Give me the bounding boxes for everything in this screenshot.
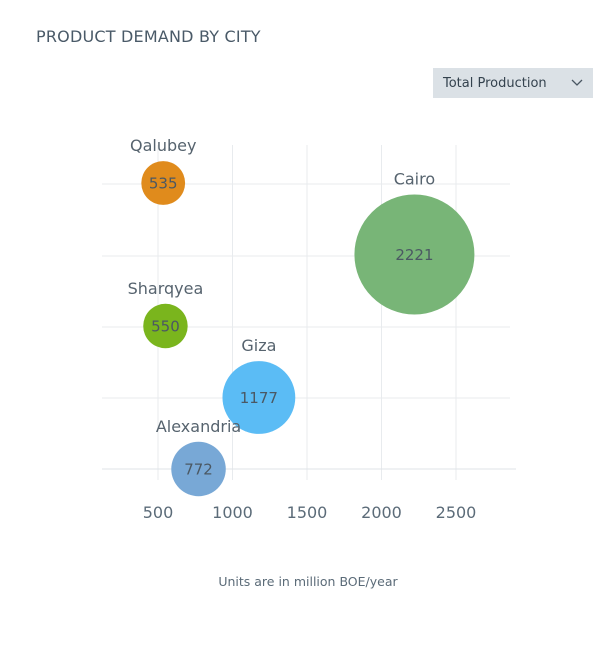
bubble-city-label: Qalubey: [130, 136, 196, 155]
bubble-chart: 500 1000 1500 2000 2500 535 Qalubey 2221 Cairo 5…: [102, 136, 516, 522]
bubble-mark[interactable]: [354, 194, 475, 315]
x-axis-ticks: 500 1000 1500 2000 2500: [143, 503, 477, 522]
bubble-cairo[interactable]: 2221 Cairo: [354, 170, 475, 315]
bubble-value-label: 535: [149, 175, 178, 193]
bubble-series: 535 Qalubey 2221 Cairo 550 Sharqyea 1177 Giza 77…: [128, 136, 475, 497]
production-filter-dropdown[interactable]: Total Production: [433, 68, 593, 98]
bubble-alexandria[interactable]: 772 Alexandria: [156, 417, 241, 497]
x-tick-label: 500: [143, 503, 174, 522]
bubble-value-label: 772: [184, 461, 213, 479]
bubble-city-label: Giza: [241, 336, 276, 355]
bubble-mark[interactable]: [171, 441, 226, 497]
bubble-mark[interactable]: [143, 303, 188, 349]
chevron-down-icon[interactable]: [571, 79, 583, 87]
x-tick-label: 2500: [436, 503, 477, 522]
bubble-value-label: 2221: [395, 246, 433, 264]
bubble-giza[interactable]: 1177 Giza: [222, 336, 296, 434]
x-tick-label: 1500: [287, 503, 328, 522]
x-tick-label: 1000: [212, 503, 253, 522]
bubble-mark[interactable]: [141, 161, 186, 205]
bubble-sharqyea[interactable]: 550 Sharqyea: [128, 279, 204, 349]
dropdown-selected-value: Total Production: [443, 75, 547, 91]
bubble-city-label: Cairo: [394, 170, 435, 189]
bubble-mark[interactable]: [222, 361, 296, 434]
chart-title: PRODUCT DEMAND BY CITY: [36, 27, 261, 46]
bubble-value-label: 1177: [240, 389, 278, 407]
bubble-qalubey[interactable]: 535 Qalubey: [130, 136, 196, 205]
bubble-city-label: Sharqyea: [128, 279, 204, 298]
bubble-city-label: Alexandria: [156, 417, 241, 436]
units-footnote: Units are in million BOE/year: [218, 574, 398, 589]
bubble-value-label: 550: [151, 318, 180, 336]
x-tick-label: 2000: [361, 503, 402, 522]
